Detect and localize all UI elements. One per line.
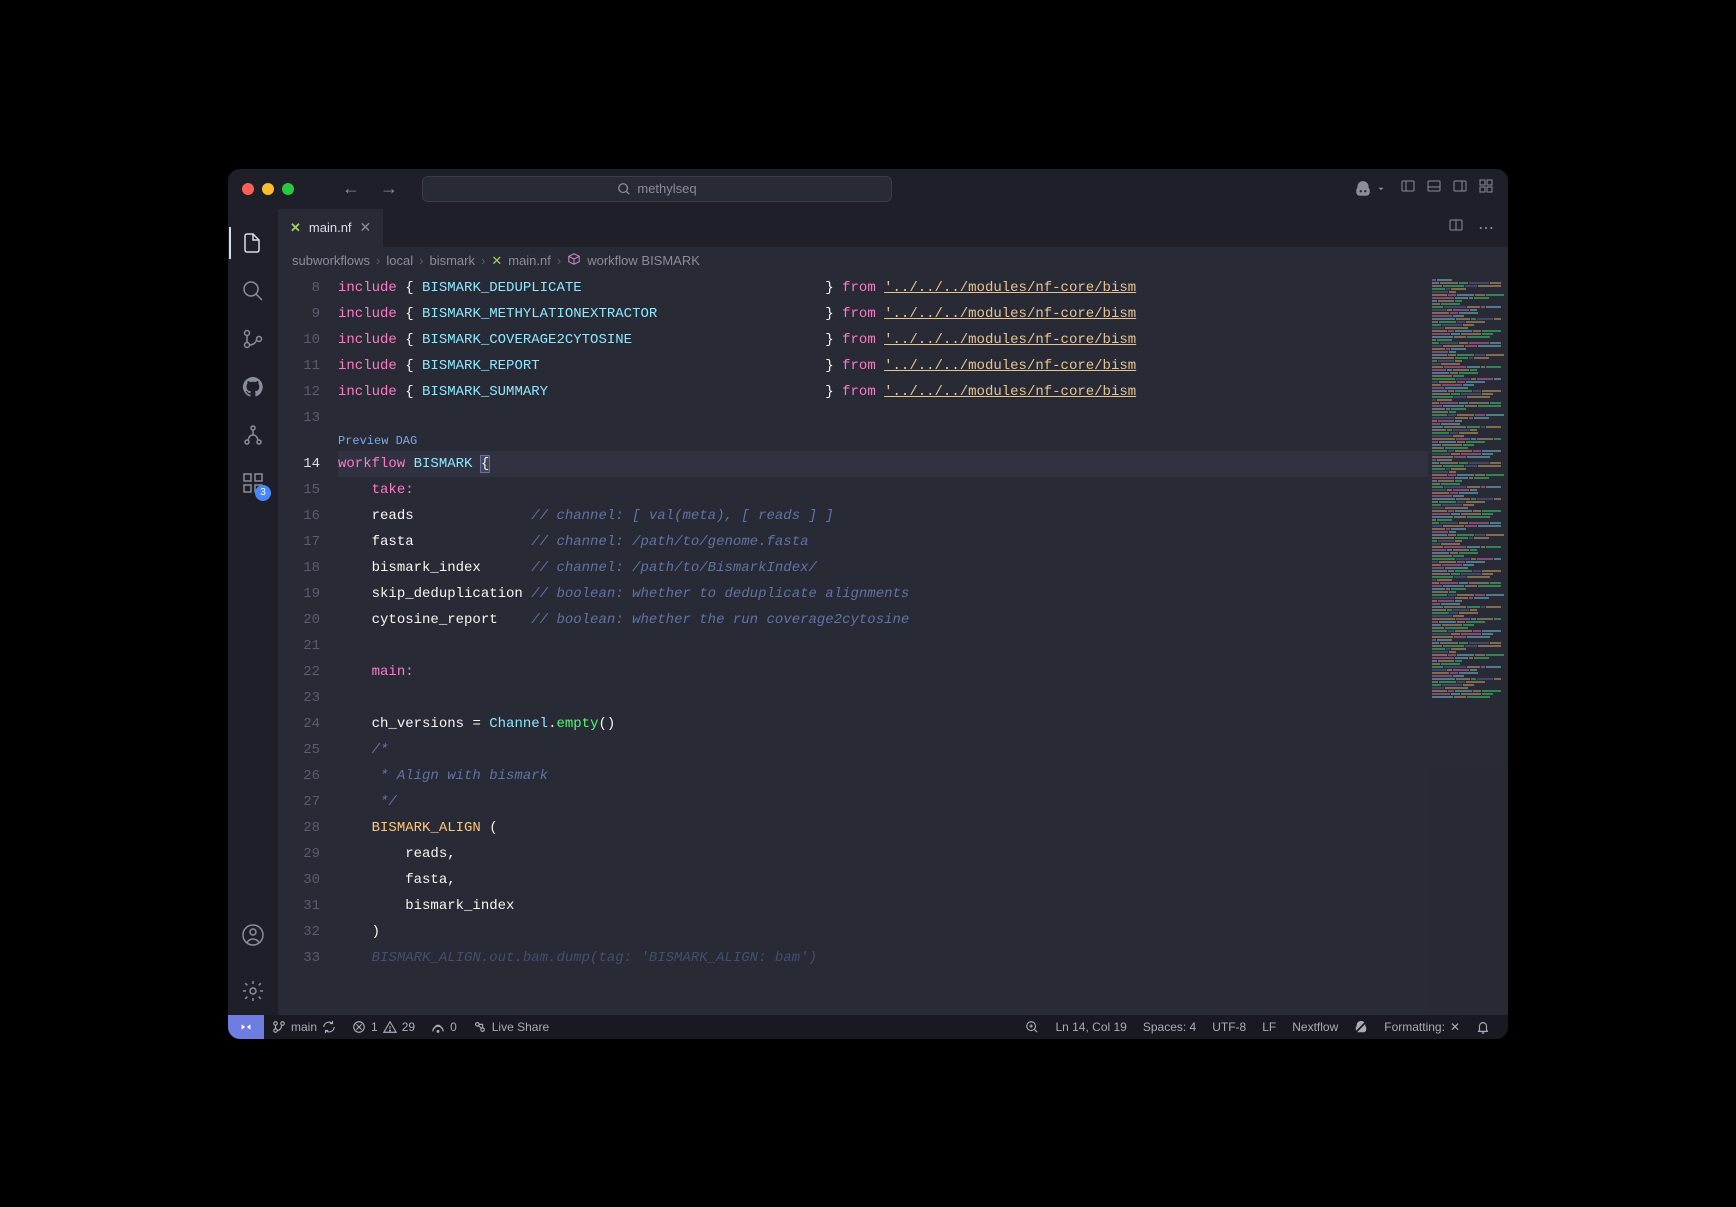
line-number-gutter: 8910111213141516171819202122232425262728…	[278, 275, 338, 1015]
activity-search[interactable]	[229, 267, 277, 315]
close-icon: ✕	[1450, 1020, 1460, 1034]
tab-bar: ✕ main.nf ✕ ⋯	[278, 209, 1508, 247]
chevron-right-icon: ›	[419, 253, 423, 268]
remote-button[interactable]	[228, 1015, 264, 1039]
editor-area: ✕ main.nf ✕ ⋯ subworkflows › local › bis…	[278, 209, 1508, 1015]
tab-label: main.nf	[309, 220, 352, 235]
window-maximize-button[interactable]	[282, 183, 294, 195]
cursor-position[interactable]: Ln 14, Col 19	[1047, 1020, 1134, 1034]
statusbar: main 1 29 0 Live Share Ln 14, Col 19 Spa…	[228, 1015, 1508, 1039]
tab-main-nf[interactable]: ✕ main.nf ✕	[278, 209, 384, 247]
activity-extensions[interactable]: 3	[229, 459, 277, 507]
search-text: methylseq	[637, 181, 696, 196]
breadcrumb-part[interactable]: workflow BISMARK	[587, 253, 700, 268]
nextflow-file-icon: ✕	[290, 220, 301, 236]
chevron-right-icon: ›	[376, 253, 380, 268]
warning-count: 29	[402, 1020, 415, 1034]
body-area: 3 ✕ main.nf ✕ ⋯	[228, 209, 1508, 1015]
breadcrumb-part[interactable]: main.nf	[508, 253, 551, 268]
extensions-badge: 3	[255, 485, 271, 501]
titlebar-right	[1354, 178, 1494, 199]
ports[interactable]: 0	[423, 1015, 465, 1039]
split-editor-button[interactable]	[1448, 217, 1464, 238]
activity-accounts[interactable]	[229, 911, 277, 959]
activity-explorer[interactable]	[229, 219, 277, 267]
more-actions-button[interactable]: ⋯	[1478, 218, 1494, 238]
minimap[interactable]	[1428, 275, 1508, 1015]
eol[interactable]: LF	[1254, 1020, 1284, 1034]
nextflow-file-icon: ✕	[491, 253, 502, 269]
tab-close-button[interactable]: ✕	[360, 219, 372, 236]
layout-panel-icon[interactable]	[1426, 178, 1442, 199]
indentation[interactable]: Spaces: 4	[1135, 1020, 1204, 1034]
window-close-button[interactable]	[242, 183, 254, 195]
chevron-right-icon: ›	[557, 253, 561, 268]
language-mode[interactable]: Nextflow	[1284, 1020, 1346, 1034]
formatting[interactable]: Formatting: ✕	[1376, 1020, 1468, 1034]
ports-count: 0	[450, 1020, 457, 1034]
breadcrumb[interactable]: subworkflows › local › bismark › ✕ main.…	[278, 247, 1508, 275]
zoom[interactable]	[1017, 1020, 1047, 1034]
activity-git-graph[interactable]	[229, 411, 277, 459]
tab-actions: ⋯	[1448, 209, 1508, 247]
encoding[interactable]: UTF-8	[1204, 1020, 1254, 1034]
titlebar: ← → methylseq	[228, 169, 1508, 209]
code-area[interactable]: 8910111213141516171819202122232425262728…	[278, 275, 1508, 1015]
layout-sidebar-left-icon[interactable]	[1400, 178, 1416, 199]
window-minimize-button[interactable]	[262, 183, 274, 195]
live-share-label: Live Share	[492, 1020, 549, 1034]
activity-source-control[interactable]	[229, 315, 277, 363]
vscode-window: ← → methylseq	[228, 169, 1508, 1039]
layout-controls	[1400, 178, 1494, 199]
problems[interactable]: 1 29	[344, 1015, 423, 1039]
chevron-right-icon: ›	[481, 253, 485, 268]
breadcrumb-part[interactable]: bismark	[429, 253, 475, 268]
nav-back-button[interactable]: ←	[342, 178, 360, 199]
breadcrumb-part[interactable]: subworkflows	[292, 253, 370, 268]
nav-forward-button[interactable]: →	[380, 178, 398, 199]
activity-bar: 3	[228, 209, 278, 1015]
branch-name: main	[291, 1020, 317, 1034]
search-icon	[617, 182, 631, 196]
symbol-icon	[567, 252, 581, 269]
breadcrumb-part[interactable]: local	[386, 253, 413, 268]
command-center-search[interactable]: methylseq	[422, 176, 892, 202]
nav-arrows: ← →	[342, 178, 398, 199]
activity-settings[interactable]	[229, 967, 277, 1015]
activity-github[interactable]	[229, 363, 277, 411]
live-share[interactable]: Live Share	[465, 1015, 557, 1039]
layout-customize-icon[interactable]	[1478, 178, 1494, 199]
copilot-button[interactable]	[1354, 180, 1386, 198]
layout-sidebar-right-icon[interactable]	[1452, 178, 1468, 199]
traffic-lights	[242, 183, 294, 195]
notifications[interactable]	[1468, 1020, 1498, 1034]
git-branch[interactable]: main	[264, 1015, 344, 1039]
code-content[interactable]: include { BISMARK_DEDUPLICATE } from '..…	[338, 275, 1428, 1015]
copilot-status[interactable]	[1346, 1020, 1376, 1034]
statusbar-right: Ln 14, Col 19 Spaces: 4 UTF-8 LF Nextflo…	[1017, 1020, 1498, 1034]
error-count: 1	[371, 1020, 378, 1034]
